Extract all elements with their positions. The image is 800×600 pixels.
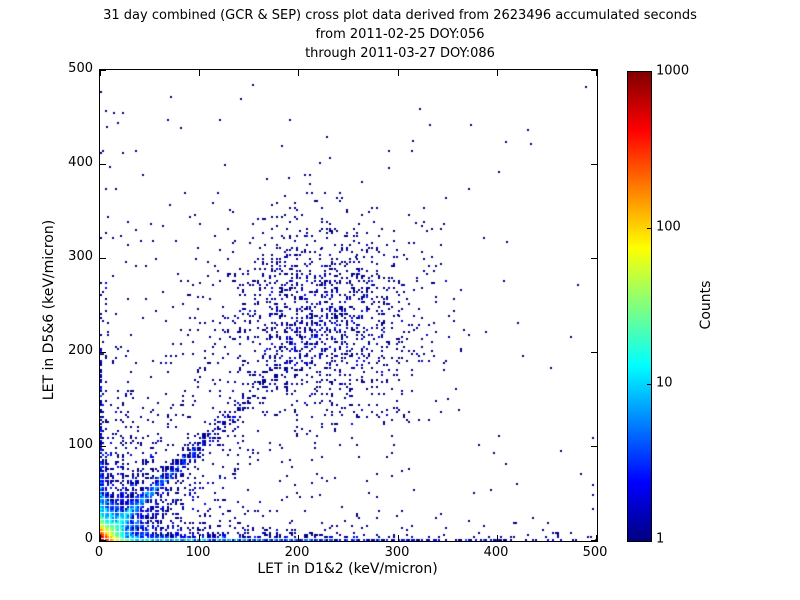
x-axis-label: LET in D1&2 (keV/micron) xyxy=(257,561,438,577)
y-tick-label: 400 xyxy=(68,155,93,170)
y-tick-mark xyxy=(100,164,106,165)
y-tick-mark xyxy=(100,258,106,259)
scatter-plot-canvas xyxy=(100,70,597,541)
x-tick-mark xyxy=(298,535,299,541)
y-tick-label: 100 xyxy=(68,437,93,452)
colorbar-tick-label: 1 xyxy=(656,531,665,547)
colorbar-title: Counts xyxy=(698,280,714,330)
x-tick-mark xyxy=(497,535,498,541)
x-tick-mark-top xyxy=(199,70,200,76)
x-tick-mark xyxy=(398,535,399,541)
y-tick-label: 0 xyxy=(84,531,93,546)
x-tick-mark-top xyxy=(497,70,498,76)
y-tick-label: 300 xyxy=(68,249,93,264)
x-tick-mark-top xyxy=(100,70,101,76)
colorbar-tick-label: 1000 xyxy=(656,63,690,79)
y-tick-label: 200 xyxy=(68,343,93,358)
colorbar-tick-label: 100 xyxy=(656,219,681,235)
x-tick-label: 400 xyxy=(483,545,509,560)
x-tick-mark-top xyxy=(298,70,299,76)
x-tick-mark xyxy=(596,535,597,541)
x-tick-label: 500 xyxy=(582,545,608,560)
y-tick-mark xyxy=(100,352,106,353)
x-tick-label: 200 xyxy=(284,545,310,560)
y-tick-mark xyxy=(100,540,106,541)
y-axis-label: LET in D5&6 (keV/micron) xyxy=(41,219,57,401)
x-tick-mark-top xyxy=(596,70,597,76)
y-tick-mark xyxy=(100,70,106,71)
y-tick-mark-right xyxy=(591,540,597,541)
chart-title-line-3: through 2011-03-27 DOY:086 xyxy=(305,46,495,61)
x-tick-mark-top xyxy=(398,70,399,76)
x-tick-label: 0 xyxy=(94,545,104,560)
y-tick-mark-right xyxy=(591,446,597,447)
colorbar-tick-mark xyxy=(647,384,651,385)
y-tick-mark-right xyxy=(591,352,597,353)
y-tick-mark-right xyxy=(591,164,597,165)
colorbar-tick-mark xyxy=(647,228,651,229)
y-tick-mark-right xyxy=(591,70,597,71)
colorbar xyxy=(627,71,652,542)
x-tick-label: 100 xyxy=(185,545,211,560)
chart-title-line-1: 31 day combined (GCR & SEP) cross plot d… xyxy=(103,8,697,23)
plot-area xyxy=(99,69,598,542)
chart-title-line-2: from 2011-02-25 DOY:056 xyxy=(315,27,485,42)
x-tick-mark xyxy=(100,535,101,541)
y-tick-mark xyxy=(100,446,106,447)
colorbar-tick-label: 10 xyxy=(656,375,673,391)
y-tick-label: 500 xyxy=(68,61,93,76)
x-tick-label: 300 xyxy=(384,545,410,560)
x-tick-mark xyxy=(199,535,200,541)
y-tick-mark-right xyxy=(591,258,597,259)
